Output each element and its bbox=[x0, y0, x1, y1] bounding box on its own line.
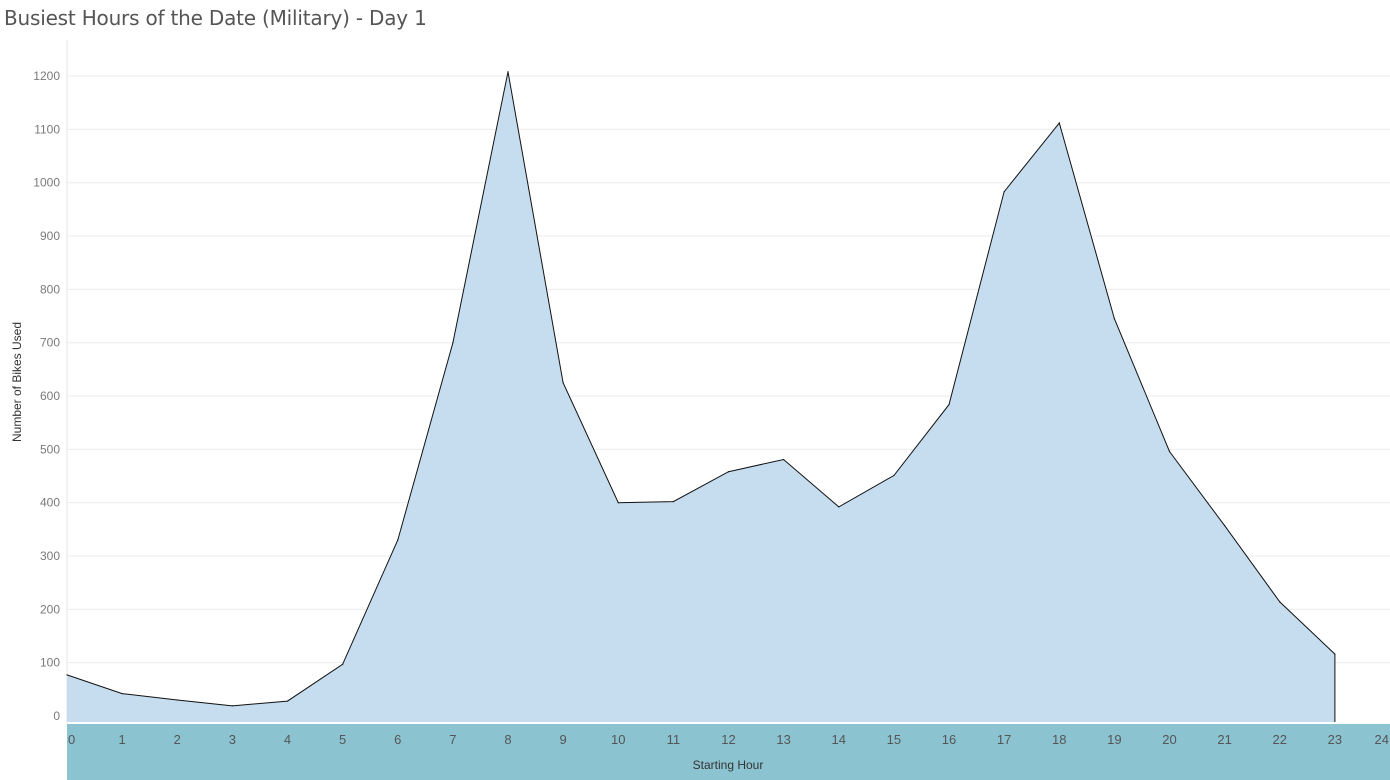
x-tick-label: 20 bbox=[1162, 732, 1176, 747]
data-point bbox=[342, 663, 344, 665]
data-point bbox=[1168, 450, 1171, 453]
x-tick-label: 15 bbox=[887, 732, 901, 747]
y-tick-label: 500 bbox=[40, 442, 60, 456]
data-point bbox=[672, 501, 674, 503]
x-tick-label: 11 bbox=[667, 732, 681, 747]
x-axis-label: Starting Hour bbox=[693, 758, 764, 772]
y-tick-label: 900 bbox=[40, 229, 60, 243]
y-tick-label: 200 bbox=[40, 602, 60, 616]
data-point bbox=[783, 458, 785, 461]
y-tick-label: 1200 bbox=[33, 69, 60, 83]
x-tick-label: 19 bbox=[1107, 732, 1121, 747]
y-tick-label: 300 bbox=[40, 549, 60, 563]
x-tick-label: 24 bbox=[1375, 732, 1389, 747]
y-tick-label: 100 bbox=[40, 656, 60, 670]
x-tick-label: 22 bbox=[1273, 732, 1287, 747]
data-point bbox=[176, 699, 178, 701]
data-points bbox=[66, 71, 1336, 707]
x-tick-label: 12 bbox=[721, 732, 735, 747]
x-tick-label: 13 bbox=[776, 732, 790, 747]
data-point bbox=[231, 705, 233, 707]
chart-title: Busiest Hours of the Date (Military) - D… bbox=[4, 6, 427, 30]
x-axis-band bbox=[67, 724, 1390, 780]
x-tick-label: 9 bbox=[560, 732, 567, 747]
data-point bbox=[727, 471, 730, 473]
x-tick-label: 23 bbox=[1328, 732, 1342, 747]
y-tick-label: 0 bbox=[53, 709, 60, 723]
data-point bbox=[66, 674, 68, 676]
data-point bbox=[1113, 318, 1115, 320]
x-tick-label: 17 bbox=[997, 732, 1011, 747]
y-tick-labels: 0 100 200 300 400 500 600 700 800 900 1000 1100 1200 bbox=[33, 69, 60, 723]
y-tick-label: 700 bbox=[40, 336, 60, 350]
data-point bbox=[838, 506, 840, 508]
x-tick-label: 14 bbox=[832, 732, 846, 747]
x-tick-label: 21 bbox=[1217, 732, 1231, 747]
data-point bbox=[893, 474, 895, 477]
data-point bbox=[1279, 601, 1281, 603]
x-tick-label: 6 bbox=[394, 732, 401, 747]
data-point bbox=[1003, 191, 1005, 193]
x-tick-label: 1 bbox=[119, 732, 126, 747]
y-tick-label: 1100 bbox=[34, 122, 60, 136]
data-point bbox=[617, 502, 619, 504]
x-tick-label: 0 bbox=[68, 732, 75, 747]
y-axis-label: Number of Bikes Used bbox=[10, 322, 24, 442]
data-point bbox=[562, 382, 564, 384]
y-tick-label: 1000 bbox=[33, 176, 60, 190]
x-tick-label: 5 bbox=[339, 732, 346, 747]
data-point bbox=[397, 539, 399, 541]
data-point bbox=[507, 71, 509, 73]
y-tick-label: 600 bbox=[40, 389, 60, 403]
data-point bbox=[452, 342, 454, 344]
data-point bbox=[121, 693, 123, 695]
data-point bbox=[286, 700, 289, 702]
x-tick-label: 8 bbox=[504, 732, 511, 747]
x-tick-label: 18 bbox=[1052, 732, 1066, 747]
x-tick-label: 7 bbox=[449, 732, 456, 747]
area-fill bbox=[67, 71, 1335, 723]
y-tick-label: 800 bbox=[40, 282, 60, 296]
x-tick-label: 10 bbox=[611, 732, 625, 747]
x-tick-label: 16 bbox=[942, 732, 956, 747]
x-tick-label: 2 bbox=[174, 732, 181, 747]
x-tick-labels: 0 1 2 3 4 5 6 7 8 9 10 11 12 13 14 15 16 17 18 19 20 21 22 23 24 bbox=[68, 732, 1389, 747]
data-point bbox=[1334, 653, 1336, 655]
data-point bbox=[1058, 122, 1060, 124]
x-tick-label: 3 bbox=[229, 732, 236, 747]
x-tick-label: 4 bbox=[284, 732, 291, 747]
y-tick-label: 400 bbox=[40, 496, 60, 510]
data-point bbox=[948, 403, 950, 406]
data-point bbox=[1224, 525, 1226, 527]
